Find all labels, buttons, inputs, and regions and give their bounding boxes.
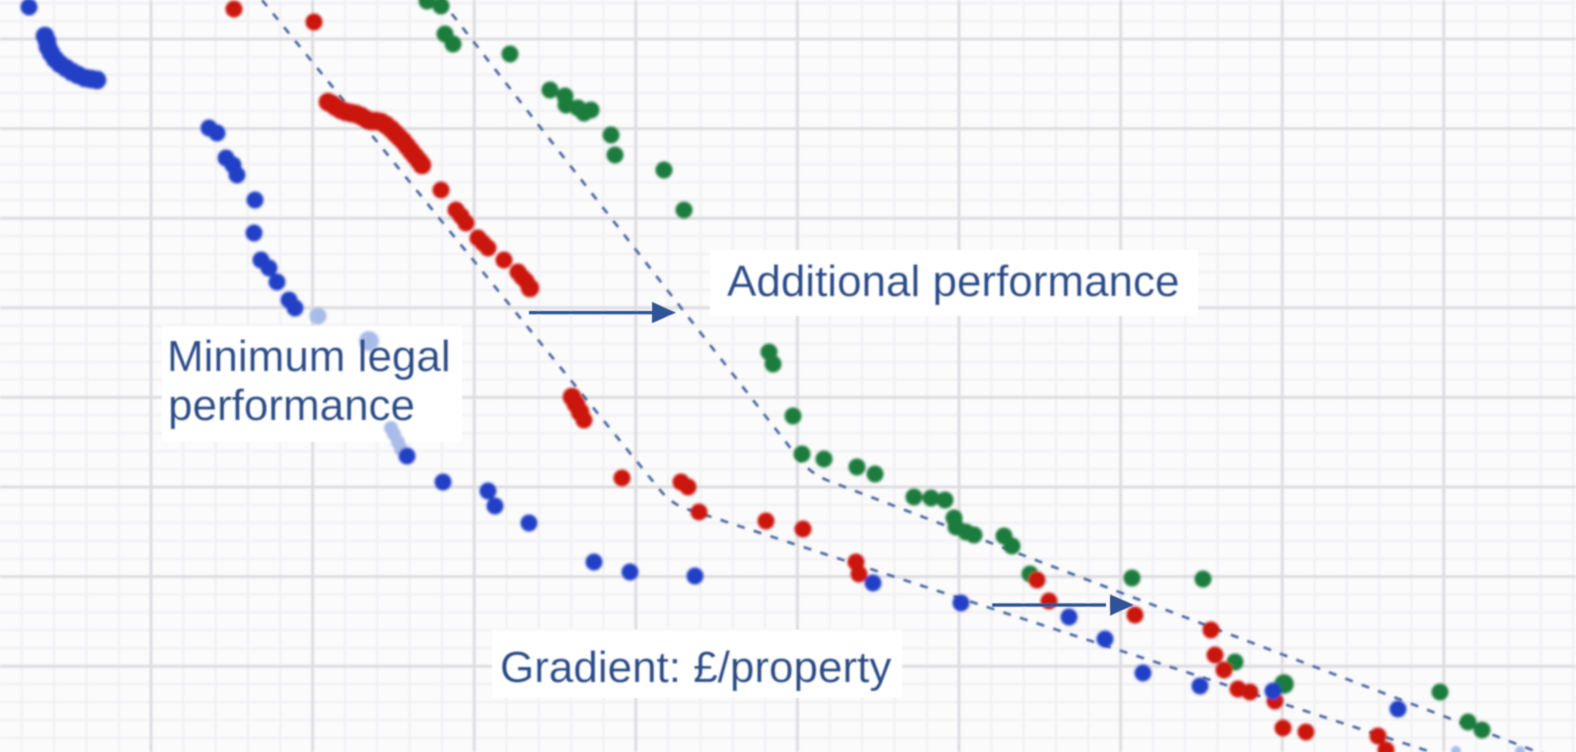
svg-text:Minimum legal: Minimum legal	[167, 332, 451, 381]
svg-text:Gradient: £/property: Gradient: £/property	[500, 643, 891, 692]
svg-text:performance: performance	[168, 381, 415, 430]
svg-text:Additional performance: Additional performance	[727, 257, 1179, 306]
